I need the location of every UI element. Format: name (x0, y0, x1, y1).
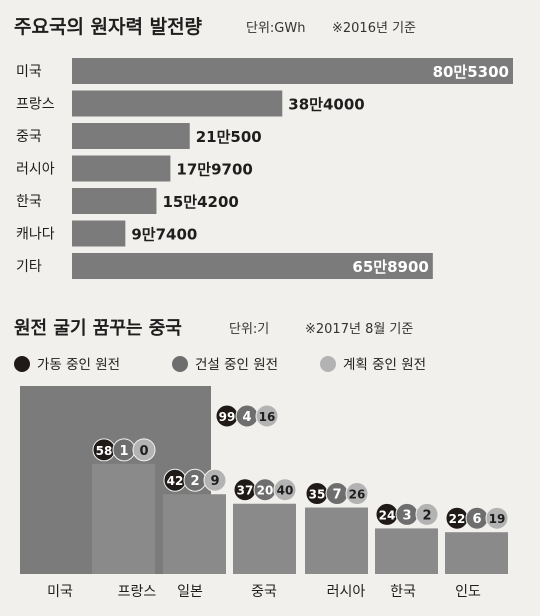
chart2-count-label: 37 (237, 484, 254, 498)
chart2-count-bubble (132, 438, 156, 462)
chart1-value-label: 15만4200 (162, 193, 238, 211)
chart2-count-label: 20 (257, 484, 274, 498)
chart2-count-label: 7 (332, 488, 341, 503)
chart1-category-label: 프랑스 (16, 97, 55, 113)
chart1-bar (72, 90, 283, 117)
chart1-bar (72, 220, 126, 247)
chart1-bar (72, 253, 433, 279)
chart2-count-label: 35 (309, 488, 326, 502)
chart2-count-label: 0 (139, 444, 148, 459)
chart2-bar (233, 503, 296, 574)
chart2-count-label: 58 (96, 444, 113, 458)
chart2-count-bubble (415, 502, 439, 526)
chart2-count-label: 99 (219, 410, 236, 424)
chart2-count-label: 40 (277, 484, 294, 498)
chart1-title: 주요국의 원자력 발전량 (14, 16, 203, 38)
legend-label: 가동 중인 원전 (37, 357, 120, 373)
chart2-count-label: 3 (402, 508, 411, 523)
chart2-count-bubble (273, 478, 297, 502)
chart2-count-label: 26 (349, 488, 366, 502)
chart2-count-label: 19 (489, 512, 506, 526)
chart1-category-label: 캐나다 (16, 227, 55, 243)
legend-marker-icon (172, 356, 188, 372)
chart1-category-label: 러시아 (16, 162, 55, 178)
chart1-bar (72, 188, 157, 214)
chart2-count-label: 4 (242, 410, 251, 425)
chart2-count-label: 2 (190, 474, 199, 489)
chart1-category-label: 기타 (16, 259, 42, 275)
chart2-count-bubble (255, 404, 279, 428)
chart1-value-label: 80만5300 (433, 63, 509, 81)
chart2-category-label: 미국 (47, 584, 73, 600)
chart2-category-label: 중국 (251, 584, 277, 600)
chart1-bar (72, 58, 513, 84)
legend-label: 건설 중인 원전 (195, 357, 278, 373)
chart2-count-label: 24 (379, 508, 396, 522)
chart2-bar (163, 494, 226, 574)
chart1-plot: 미국 80만5300 프랑스 38만4000 중국 21만500 러시아 17만9700 한국 1… (16, 58, 513, 279)
chart2-count-label: 22 (449, 512, 466, 526)
chart2-unit-note: 단위:기 (229, 322, 269, 337)
chart2-title: 원전 굴기 꿈꾸는 중국 (14, 318, 182, 339)
chart2-category-label: 인도 (455, 584, 481, 600)
chart2-count-bubble (485, 506, 509, 530)
chart2-basis-note: ※2017년 8월 기준 (305, 322, 413, 337)
chart2-category-label: 일본 (177, 584, 203, 600)
chart1-bar (72, 155, 171, 182)
chart2-bar (305, 507, 368, 574)
chart1-value-label: 17만9700 (176, 161, 252, 179)
chart1-value-label: 38만4000 (288, 96, 364, 114)
chart1-category-label: 미국 (16, 64, 42, 80)
chart2-count-label: 6 (472, 512, 481, 527)
chart2-category-label: 러시아 (327, 584, 366, 600)
chart2-count-bubble (203, 468, 227, 492)
chart2-bar (92, 463, 155, 574)
chart1-bar (72, 123, 190, 149)
chart2-count-label: 9 (210, 474, 219, 489)
chart2-count-label: 16 (259, 410, 276, 424)
chart2-bar (445, 532, 508, 574)
chart1-value-label: 65만8900 (352, 258, 428, 276)
chart2-count-bubble (345, 482, 369, 506)
chart1-unit-note: 단위:GWh (246, 21, 305, 36)
chart2-legend: 가동 중인 원전 건설 중인 원전 계획 중인 원전 (14, 356, 426, 373)
chart2-category-label: 한국 (390, 584, 416, 600)
legend-marker-icon (320, 356, 336, 372)
legend-label: 계획 중인 원전 (343, 357, 426, 373)
chart1-basis-note: ※2016년 기준 (332, 21, 416, 36)
chart2-count-label: 1 (119, 444, 128, 459)
chart2-count-label: 2 (422, 508, 431, 523)
chart1-value-label: 9만7400 (131, 226, 197, 244)
chart1-category-label: 중국 (16, 129, 42, 145)
chart2-bar (375, 528, 438, 574)
legend-marker-icon (14, 356, 30, 372)
chart1-value-label: 21만500 (196, 128, 262, 146)
chart2-category-label: 프랑스 (118, 584, 157, 600)
chart1-category-label: 한국 (16, 194, 42, 210)
chart2-count-label: 42 (167, 474, 184, 488)
